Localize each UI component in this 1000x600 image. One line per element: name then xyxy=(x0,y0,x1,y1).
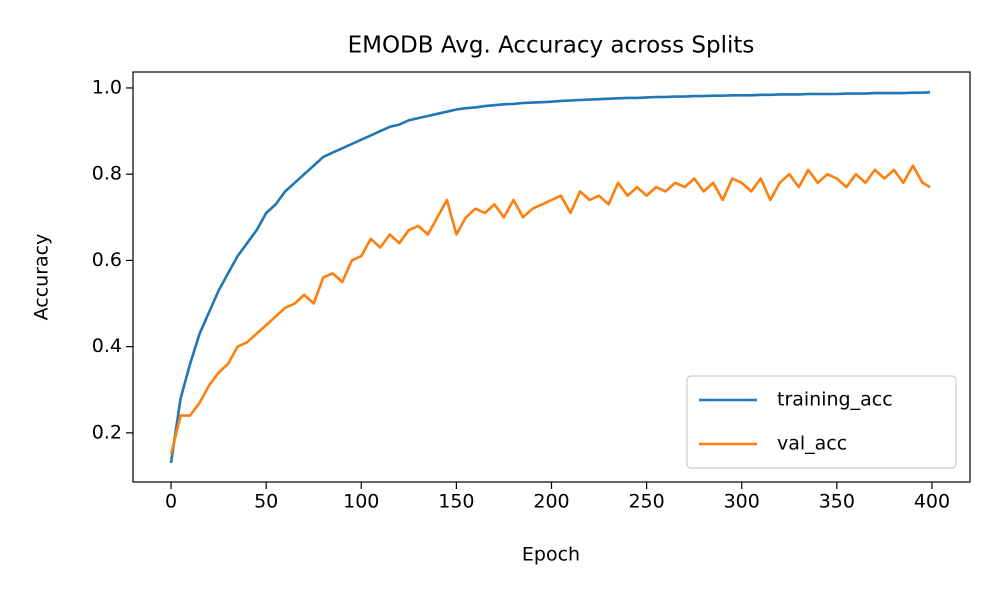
x-tick-label: 0 xyxy=(165,491,177,513)
y-tick-label: 0.6 xyxy=(92,249,122,271)
x-tick-label: 350 xyxy=(819,491,855,513)
legend-label: val_acc xyxy=(777,433,847,455)
legend-label: training_acc xyxy=(777,389,893,411)
x-tick-label: 100 xyxy=(343,491,379,513)
plot-frame xyxy=(132,71,971,483)
x-tick-label: 400 xyxy=(914,491,950,513)
y-tick-label: 0.8 xyxy=(92,163,122,185)
x-tick-label: 200 xyxy=(533,491,569,513)
y-axis-label: Accuracy xyxy=(31,234,53,321)
x-tick-label: 300 xyxy=(724,491,760,513)
x-tick-label: 250 xyxy=(628,491,664,513)
line-series xyxy=(169,91,931,464)
y-tick-label: 0.4 xyxy=(92,335,122,357)
x-axis-label: Epoch xyxy=(522,544,580,566)
chart-title: EMODB Avg. Accuracy across Splits xyxy=(348,33,755,59)
x-tick-label: 150 xyxy=(438,491,474,513)
line-series xyxy=(169,164,931,455)
x-tick-label: 50 xyxy=(254,491,278,513)
y-tick-label: 0.2 xyxy=(92,421,122,443)
y-tick-label: 1.0 xyxy=(92,76,122,98)
